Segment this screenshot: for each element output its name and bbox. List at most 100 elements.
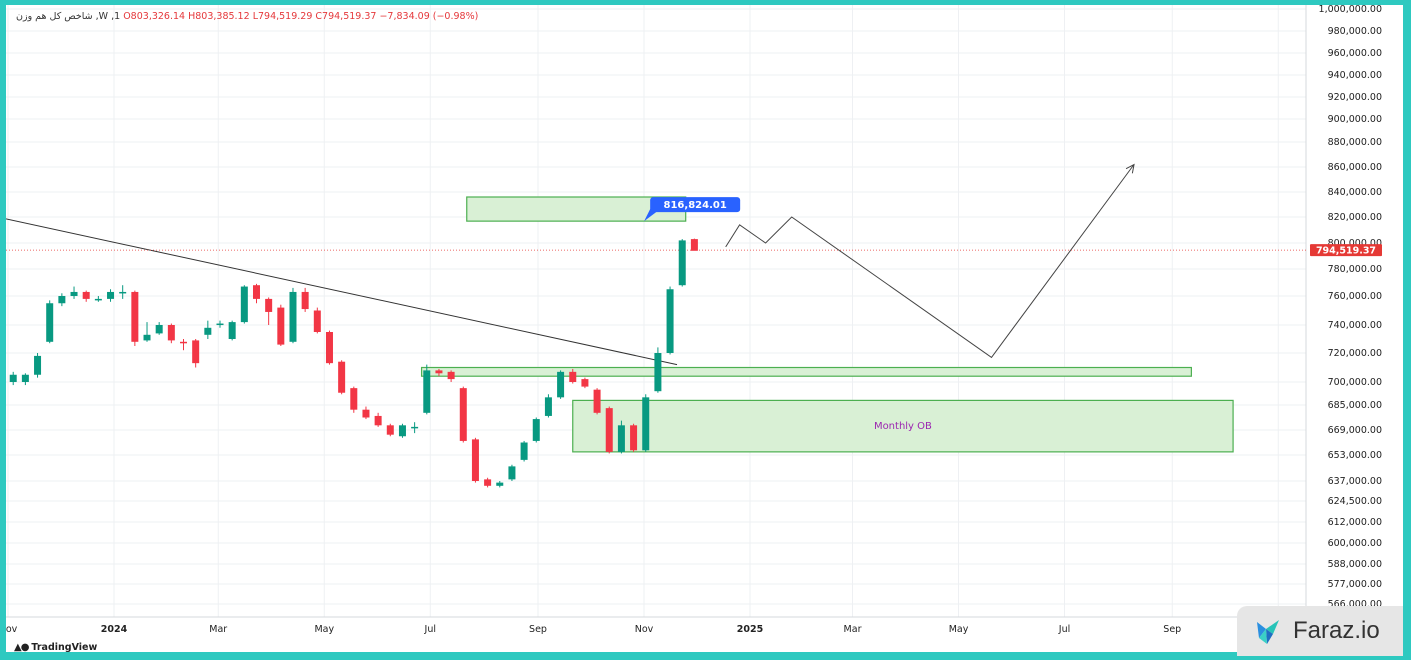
faraz-watermark: Faraz.io [1237,606,1403,656]
y-tick-label: 653,000.00 [1328,450,1382,461]
candle-body [398,425,406,437]
candle-body [9,374,17,382]
candle-body [70,291,78,296]
x-axis: Nov2024MarMayJulSepNov2025MarMayJulSepNo… [6,624,1288,635]
x-tick-label: Sep [1163,624,1181,635]
x-tick-label: Nov [6,624,18,635]
projection-path [725,164,1135,359]
y-axis: 1,000,000.00 980,000.00 960,000.00 940,000.… [1319,5,1382,610]
price-labels: 794,519.37 816,824.01 [644,197,1382,257]
candle-body [508,466,516,480]
candle-body [338,361,346,393]
candle-body [362,409,370,418]
candle-body [630,425,638,451]
candle-body [374,415,382,426]
projection-arrowhead [1125,163,1135,174]
y-tick-label: 700,000.00 [1328,377,1382,388]
change-value: −7,834.09 (−0.98%) [379,11,479,22]
candle-body [131,291,139,342]
candle-body [386,425,394,435]
candle-body [690,239,698,251]
candle-body [46,303,54,342]
candle-body [155,325,163,334]
y-tick-label: 940,000.00 [1328,70,1382,81]
candle-body [447,371,455,380]
candle-body [252,285,260,299]
chart-panel: Monthly OB 1,000,000.00 980,000.00 960,000… [6,5,1403,652]
y-tick-label: 612,000.00 [1328,517,1382,528]
faraz-logo-icon [1257,620,1279,644]
candle-body [666,289,674,353]
candle-body [216,323,224,326]
candle-body [350,388,358,410]
y-tick-label: 800,000.00 [1328,238,1382,249]
x-tick-label: Jul [1058,624,1070,635]
candle-body [313,310,321,332]
candle-body [605,408,613,452]
candle-body [119,291,127,294]
x-tick-label: 2025 [737,624,763,635]
y-tick-label: 880,000.00 [1328,137,1382,148]
candle-body [471,439,479,481]
y-tick-label: 920,000.00 [1328,92,1382,103]
y-tick-label: 588,000.00 [1328,559,1382,570]
tradingview-logo[interactable]: ▲● TradingView [14,642,97,652]
candle-body [240,286,248,323]
candle-body [593,389,601,413]
candle-body [94,298,102,301]
y-tick-label: 840,000.00 [1328,187,1382,198]
candle-body [557,371,565,398]
x-tick-label: Sep [529,624,547,635]
open-value: O803,326.14 [123,11,186,22]
candle-body [459,388,467,441]
candle-body [484,479,492,486]
grid [6,5,1307,618]
candle-body [678,240,686,286]
y-tick-label: 960,000.00 [1328,48,1382,59]
candle-body [654,353,662,392]
y-tick-label: 669,000.00 [1328,425,1382,436]
x-tick-label: Nov [635,624,654,635]
candle-body [411,426,419,429]
x-tick-label: Mar [209,624,227,635]
candle-body [34,355,42,375]
candle-body [167,325,175,341]
y-tick-label: 685,000.00 [1328,400,1382,411]
y-tick-label: 1,000,000.00 [1319,5,1382,15]
candle-body [581,379,589,387]
x-tick-label: Jul [424,624,436,635]
candle-body [435,370,443,374]
candle-body [192,340,200,364]
y-tick-label: 566,000.00 [1328,599,1382,610]
candle-body [569,371,577,382]
candle-body [21,374,29,382]
ohlc-legend: شاخص کل هم وزن ,W ,1 O803,326.14 H803,38… [16,11,478,22]
candle-body [642,397,650,451]
order-block-zone [572,399,1234,453]
y-tick-label: 577,000.00 [1328,579,1382,590]
zones: Monthly OB [420,196,1234,453]
candle-body [532,419,540,441]
faraz-label: Faraz.io [1293,617,1380,644]
y-tick-label: 624,500.00 [1328,496,1382,507]
candle-body [228,322,236,339]
y-tick-label: 740,000.00 [1328,320,1382,331]
callout-badge [650,197,741,213]
candle-body [325,332,333,364]
order-block-zone [420,366,1192,377]
y-tick-label: 720,000.00 [1328,348,1382,359]
zone-label: Monthly OB [874,421,932,432]
candle-body [496,482,504,486]
last-price-badge [1310,244,1382,257]
y-tick-label: 780,000.00 [1328,264,1382,275]
candlestick-chart[interactable]: Monthly OB 1,000,000.00 980,000.00 960,000… [6,5,1403,652]
candle-body [107,291,115,299]
symbol-label: شاخص کل هم وزن ,W ,1 [16,11,121,22]
candle-body [277,307,285,345]
y-tick-label: 820,000.00 [1328,212,1382,223]
y-tick-label: 600,000.00 [1328,538,1382,549]
last-price-label: 794,519.37 [1316,246,1376,257]
candle-body [82,291,90,299]
tradingview-label: TradingView [31,642,98,652]
candle-body [423,370,431,413]
